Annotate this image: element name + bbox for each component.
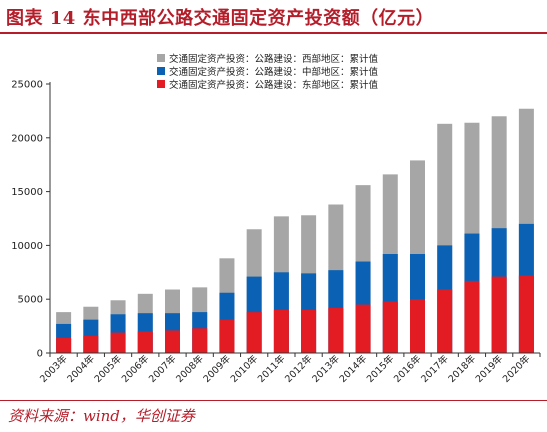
bar-east <box>518 275 534 353</box>
bar-east <box>328 307 344 353</box>
bar-east <box>246 312 262 353</box>
legend-label-west: 交通固定资产投资：公路建设：西部地区：累计值 <box>169 53 379 65</box>
bar-east <box>410 299 425 353</box>
bar-east <box>491 276 507 353</box>
x-tick-label: 2008年 <box>174 352 207 385</box>
x-tick-label: 2009年 <box>201 352 234 385</box>
x-tick-label: 2020年 <box>500 352 533 385</box>
bars <box>56 108 534 354</box>
x-tick-label: 2013年 <box>310 352 343 385</box>
x-tick-label: 2018年 <box>446 352 479 385</box>
legend-label-east: 交通固定资产投资：公路建设：东部地区：累计值 <box>169 79 379 91</box>
bar-east <box>273 309 289 353</box>
y-tick-label: 20000 <box>11 133 43 144</box>
x-tick-label: 2011年 <box>255 352 288 385</box>
bar-east <box>437 289 453 353</box>
bar-east <box>137 331 153 353</box>
bar-east <box>110 332 126 353</box>
figure-title: 图表 14 东中西部公路交通固定资产投资额（亿元） <box>6 8 435 29</box>
bar-east <box>56 337 72 353</box>
x-tick-label: 2017年 <box>419 352 452 385</box>
y-tick-label: 25000 <box>11 80 43 91</box>
x-tick-label: 2012年 <box>282 352 315 385</box>
legend: 交通固定资产投资：公路建设：西部地区：累计值交通固定资产投资：公路建设：中部地区… <box>157 53 379 91</box>
x-tick-label: 2019年 <box>473 352 506 385</box>
x-tick-label: 2016年 <box>391 352 424 385</box>
title-rule <box>0 32 547 34</box>
legend-label-central: 交通固定资产投资：公路建设：中部地区：累计值 <box>169 66 379 78</box>
x-tick-label: 2004年 <box>65 352 98 385</box>
bar-east <box>219 319 235 353</box>
x-tick-label: 2010年 <box>228 352 261 385</box>
x-tick-label: 2005年 <box>92 352 125 385</box>
bar-east <box>382 301 398 353</box>
bar-east <box>301 309 317 353</box>
stacked-bar-chart: 交通固定资产投资：公路建设：西部地区：累计值交通固定资产投资：公路建设：中部地区… <box>11 53 541 385</box>
bar-east <box>165 330 180 353</box>
bar-east <box>355 304 371 353</box>
bar-east <box>192 328 208 353</box>
x-tick-label: 2006年 <box>119 352 152 385</box>
source-rule <box>0 400 547 401</box>
legend-swatch-west <box>157 54 165 62</box>
x-tick-label: 2007年 <box>146 352 179 385</box>
legend-swatch-central <box>157 67 165 75</box>
y-tick-label: 5000 <box>18 295 43 306</box>
x-tick-label: 2015年 <box>364 352 397 385</box>
y-tick-label: 15000 <box>11 187 43 198</box>
legend-swatch-east <box>157 80 165 88</box>
x-tick-label: 2014年 <box>337 352 370 385</box>
source-note: 资料来源：wind，华创证券 <box>8 407 195 425</box>
bar-east <box>83 335 99 353</box>
bar-east <box>464 280 480 353</box>
y-tick-label: 10000 <box>11 241 43 252</box>
y-tick-label: 0 <box>37 349 43 360</box>
